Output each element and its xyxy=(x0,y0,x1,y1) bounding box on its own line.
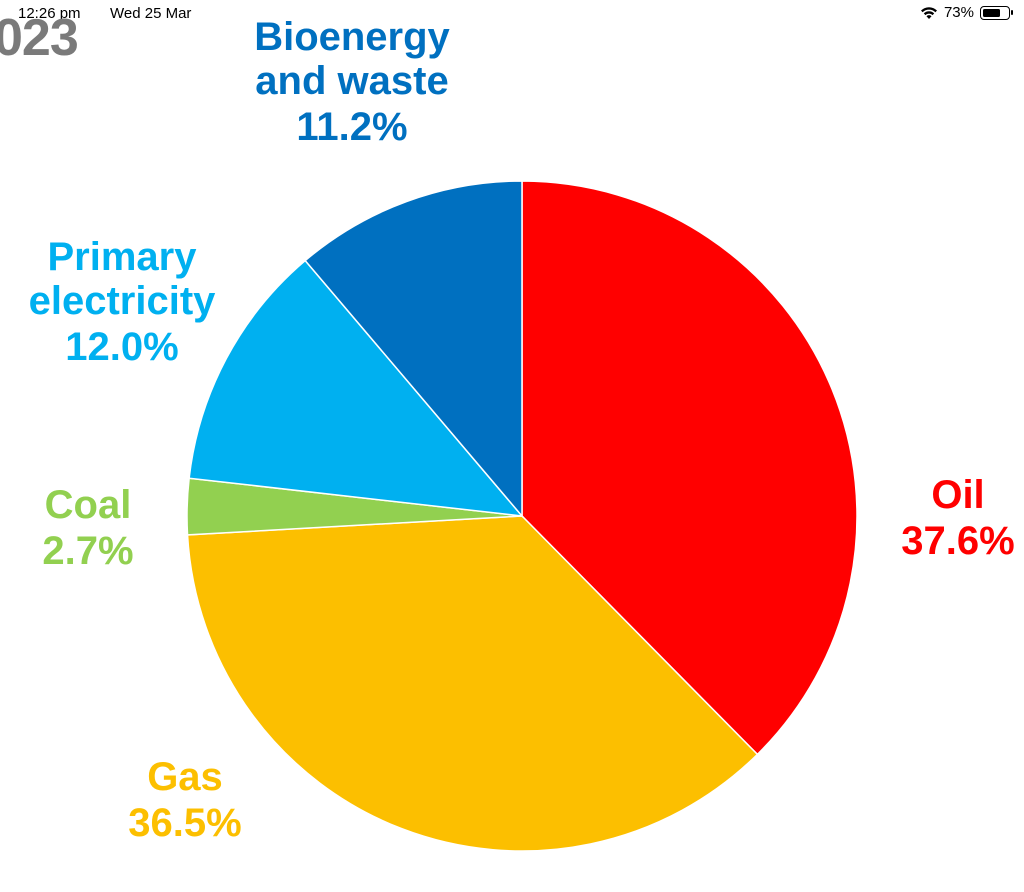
slice-value-label: 11.2% xyxy=(296,105,407,149)
slice-name-label: Gas xyxy=(147,755,223,799)
status-right: 73% xyxy=(920,4,1013,21)
battery-icon xyxy=(980,5,1013,20)
status-bar: 12:26 pm Wed 25 Mar 73% xyxy=(0,0,1024,28)
slice-name-label: Coal xyxy=(45,483,132,527)
pie-slice-gas xyxy=(186,515,759,852)
slice-name-label: Bioenergy and waste xyxy=(254,15,450,103)
status-date: Wed 25 Mar xyxy=(110,5,192,22)
pie-slice-oil xyxy=(521,180,858,756)
slice-name-label: Oil xyxy=(931,473,984,517)
pie-slice-primary-electricity xyxy=(188,259,524,517)
battery-percent: 73% xyxy=(943,4,974,21)
status-time: 12:26 pm xyxy=(18,5,81,22)
slice-value-label: 12.0% xyxy=(65,325,178,369)
wifi-icon xyxy=(920,6,937,19)
slice-value-label: 36.5% xyxy=(128,801,241,845)
chart-title-partial: 023 xyxy=(0,9,79,67)
slice-value-label: 2.7% xyxy=(42,529,133,573)
pie-slice-bioenergy-and-waste xyxy=(304,180,523,519)
slice-value-label: 37.6% xyxy=(901,519,1014,563)
slice-name-label: Primary electricity xyxy=(29,235,217,323)
